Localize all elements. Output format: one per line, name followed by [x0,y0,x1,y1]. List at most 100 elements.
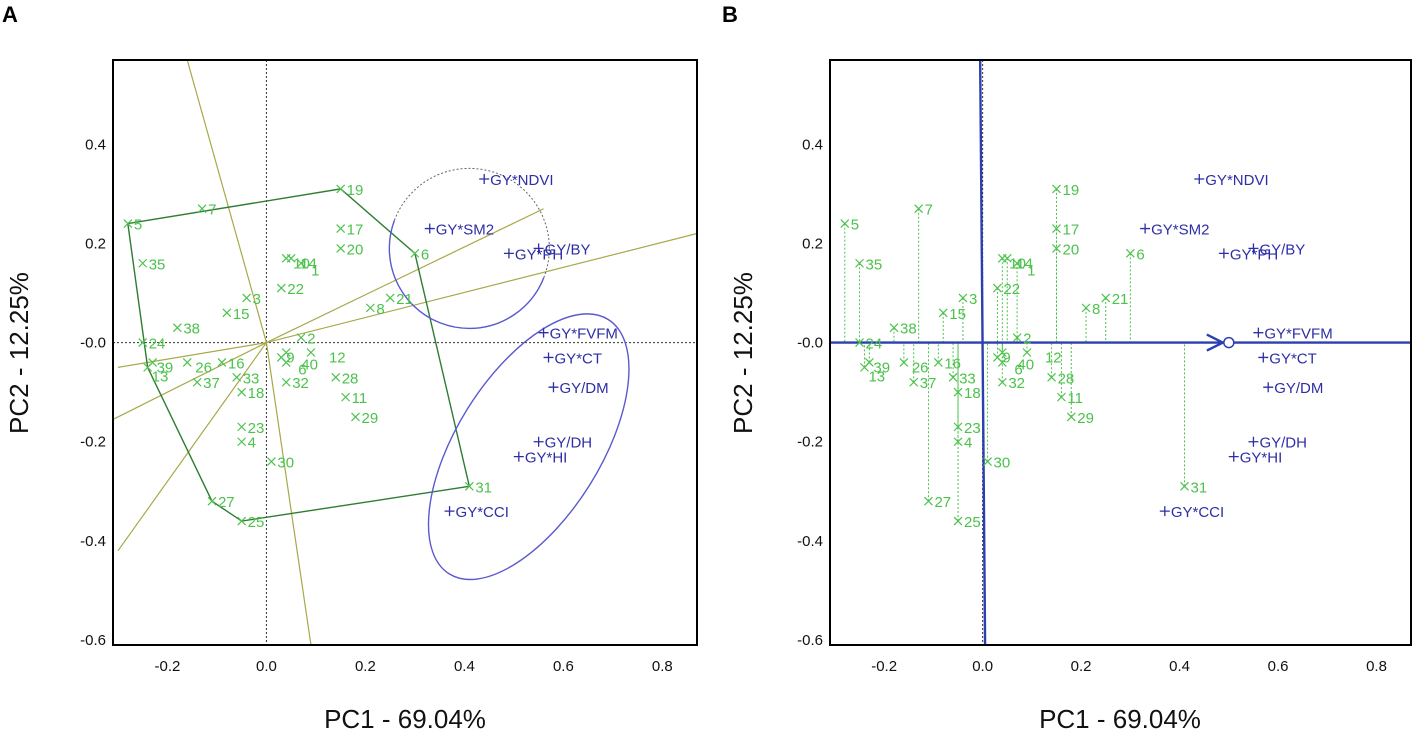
panel-a-genotype-marker [197,204,207,214]
panel-a-genotype-marker [138,338,148,348]
panel-b-genotype-marker [1022,348,1032,357]
panel-a: A 12345678910111213141516171819202122232… [2,2,698,734]
panel-a-y-tick-label: -0.2 [80,434,106,451]
panel-b-genotype-label: 6 [1136,246,1144,263]
panel-a-genotype-label: 26 [195,359,212,376]
panel-a-genotype-label: 13 [152,368,169,385]
panel-a-x-tick-label: 0.0 [256,658,277,675]
panel-b-genotype-label: 8 [1092,301,1100,318]
panel-a-plot-area [113,60,697,645]
panel-a-x-tick-label: 0.4 [454,658,475,675]
panel-a-genotype-marker [464,481,474,491]
panel-a-genotype-marker [237,422,247,432]
panel-a-genotype-label: 25 [248,514,265,531]
panel-a-genotype-marker [237,387,247,397]
panel-a-genotype-marker [237,437,247,447]
panel-b-genotype-label: 23 [964,420,981,437]
panel-b-y-tick-label: -0.6 [797,632,823,649]
panel-a-sector-line [117,341,267,368]
panel-a-sector-line [186,60,268,343]
panel-a-genotype-label: 14 [300,255,317,272]
panel-a-genotype-label: 24 [149,336,166,353]
panel-b-y-tick-label: 0.2 [802,235,823,252]
panel-b-genotype-marker [1052,243,1061,253]
panel-a-genotype-marker [237,516,247,526]
panel-b-genotype-marker [864,357,874,367]
panel-b-genotype-label: 11 [1067,390,1083,407]
panel-a-environment-label: GY*FVFM [550,326,618,343]
panel-b-genotype-marker [997,253,1007,263]
panel-a-genotype-label: 39 [157,359,174,376]
panel-b-genotype-label: 9 [1002,350,1010,367]
panel-b-environment-marker [1248,243,1259,254]
panel-b-genotype-label: 14 [1016,255,1033,272]
panel-a-environment-label: GY/DH [545,435,593,452]
panel-b-genotype-label: 31 [1191,479,1208,496]
panel-b-genotype-marker [1012,333,1022,343]
panel-a-y-tick-label: -0.0 [80,335,106,352]
panel-a-y-tick-label: 0.4 [85,136,106,153]
panel-a-genotype-label: 27 [218,494,235,511]
panel-b-environment-label: GY*SM2 [1151,222,1209,239]
panel-b-genotype-label: 19 [1062,182,1079,199]
panel-a-genotype-marker [296,333,306,343]
panel-a-genotype-label: 17 [347,222,364,239]
panel-a-genotype-marker [232,372,242,382]
panel-b-genotype-label: 20 [1062,241,1079,258]
panel-b-x-tick-label: 0.0 [972,658,993,675]
panel-b-y-tick-label: -0.0 [797,335,823,352]
panel-b-aec-arrowhead [1206,333,1226,352]
panel-a-genotype-label: 5 [134,217,142,234]
panel-b-genotype-marker [933,357,943,367]
panel-b-genotype-label: 27 [934,494,951,511]
panel-b-genotype-label: 16 [944,355,961,372]
panel-a-genotype-marker [296,258,306,268]
panel-a-genotype-marker [385,293,395,303]
panel-a-genotype-label: 4 [248,435,256,452]
panel-b-genotype-label: 26 [912,359,929,376]
panel-b-genotype-label: 28 [1058,370,1075,387]
panel-b-environment-label: GY*CCI [1171,504,1224,521]
panel-a-genotype-marker [281,253,291,263]
panel-b-environment-marker [1140,223,1151,234]
panel-b-genotype-label: 2 [1023,331,1031,348]
panel-a-genotype-label: 35 [149,256,166,273]
panel-b-environment-marker [1159,506,1170,517]
panel-b-genotype-marker [938,308,948,318]
panel-a-genotype-label: 3 [253,291,261,308]
panel-b-environment-label: GY*NDVI [1205,172,1268,189]
panel-a-genotype-label: 38 [183,321,200,338]
panel-a-genotype-label: 19 [347,182,364,199]
panel-b-genotype-label: 24 [866,336,883,353]
panel-b-environment-label: GY*HI [1240,450,1283,467]
panel-a-genotype-label: 40 [301,356,318,373]
panel-b-genotype-marker [953,422,963,432]
panel-b-genotype-label: 32 [1008,375,1025,392]
panel-b-genotype-marker [958,293,968,303]
panel-a-genotype-label: 29 [362,410,379,427]
panel-b-environment-label: GY*PH [1230,246,1278,263]
panel-a-genotype-label: 37 [203,375,220,392]
panel-a-environment-marker [444,506,455,517]
panel-b-y-axis-title: PC2 - 12.25% [728,272,758,434]
panel-b-average-environment-marker [1223,336,1235,349]
panel-a-sector-line [113,342,267,421]
panel-b-environment-label: GY/BY [1259,241,1305,258]
panel-b-genotype-label: 18 [964,385,981,402]
panel-b-genotype-marker [948,372,958,382]
panel-a-environment-label: GY*PH [515,246,563,263]
panel-a-genotype-label: 18 [248,385,265,402]
panel-b-genotype-marker [997,357,1007,367]
panel-a-mega-environment-ellipse-upper [388,167,551,330]
panel-b-genotype-marker [1047,372,1056,382]
panel-a-x-tick-label: -0.2 [155,658,181,675]
panel-b-environment-label: GY*CT [1269,350,1317,367]
panel-b-x-tick-label: 0.2 [1071,658,1092,675]
panel-b-environment-marker [1263,382,1274,393]
panel-b-environment-marker [1194,173,1205,184]
panel-a-environment-label: GY*HI [525,450,568,467]
panel-b-genotype-marker [1052,224,1061,233]
panel-a-genotype-label: 23 [248,420,265,437]
panel-b-genotype-label: 39 [873,359,890,376]
panel-b-genotype-label: 37 [920,375,937,392]
